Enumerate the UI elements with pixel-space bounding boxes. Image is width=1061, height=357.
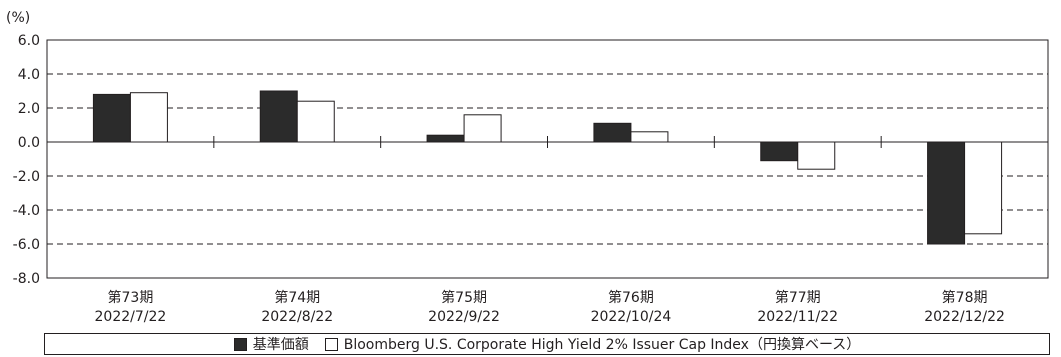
bar-nav [426,134,465,143]
x-tick-label-period: 第73期 [108,289,154,306]
bar-nav [593,122,632,143]
x-tick-label-date: 2022/7/22 [95,309,167,325]
legend-item-index: Bloomberg U.S. Corporate High Yield 2% I… [324,334,861,354]
bar-index [630,131,669,143]
bar-nav [927,141,966,245]
bar-nav [760,141,799,162]
bar-nav [92,93,131,143]
legend-swatch-dark [233,337,247,351]
x-tick-label-date: 2022/12/22 [924,309,1005,325]
x-tick-label-date: 2022/9/22 [428,309,500,325]
y-tick-label: 6.0 [18,33,40,49]
x-tick-label-date: 2022/11/22 [757,309,838,325]
bar-index [129,92,168,143]
x-tick-label-period: 第78期 [942,289,988,306]
y-tick-label: -4.0 [13,203,40,219]
bar-chart: (%) 6.0 4.0 2.0 0.0 -2.0 -4.0 -6.0 -8.0 第73期 2022… [6,10,1049,325]
y-tick-label: 2.0 [18,101,40,117]
y-axis-unit-label: (%) [6,10,30,26]
y-tick-label: 4.0 [18,67,40,83]
legend-label-index: Bloomberg U.S. Corporate High Yield 2% I… [343,337,861,353]
x-tick-label-date: 2022/8/22 [261,309,333,325]
legend-swatch-light [324,337,338,351]
chart-legend: 基準価額 Bloomberg U.S. Corporate High Yield… [44,333,1050,355]
bar-index [463,114,502,143]
legend-item-nav: 基準価額 [233,334,309,354]
x-tick-label-period: 第76期 [608,289,654,306]
y-tick-label: -2.0 [13,169,40,185]
x-tick-label-period: 第75期 [441,289,487,306]
bar-index [964,141,1003,235]
y-tick-label: 0.0 [18,135,40,151]
y-tick-label: -8.0 [13,271,40,287]
plot-frame [46,39,1049,279]
bar-index [797,141,836,170]
legend-label-nav: 基準価額 [252,337,309,353]
x-tick-label-date: 2022/10/24 [591,309,672,325]
bar-nav [259,90,298,143]
y-tick-label: -6.0 [13,237,40,253]
x-tick-label-period: 第74期 [274,289,320,306]
x-tick-label-period: 第77期 [775,289,821,306]
bar-index [296,100,335,143]
